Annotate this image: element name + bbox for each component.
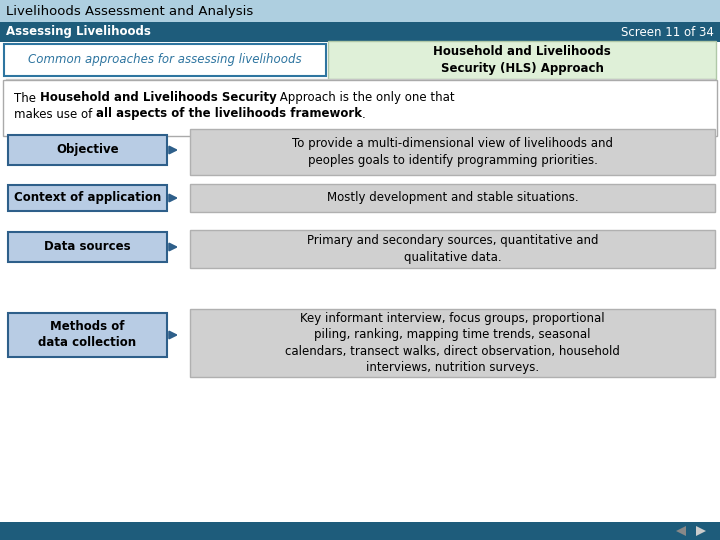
FancyBboxPatch shape xyxy=(190,129,715,175)
Text: Methods of
data collection: Methods of data collection xyxy=(38,321,137,349)
Text: Common approaches for assessing livelihoods: Common approaches for assessing liveliho… xyxy=(28,53,302,66)
Text: Screen 11 of 34: Screen 11 of 34 xyxy=(621,25,714,38)
FancyBboxPatch shape xyxy=(8,232,167,262)
Text: Objective: Objective xyxy=(56,144,119,157)
FancyBboxPatch shape xyxy=(8,313,167,357)
FancyBboxPatch shape xyxy=(190,230,715,268)
Text: Household and Livelihoods Security: Household and Livelihoods Security xyxy=(40,91,276,105)
FancyBboxPatch shape xyxy=(8,135,167,165)
Polygon shape xyxy=(676,526,686,536)
Text: Mostly development and stable situations.: Mostly development and stable situations… xyxy=(327,192,578,205)
Text: Livelihoods Assessment and Analysis: Livelihoods Assessment and Analysis xyxy=(6,4,253,17)
Text: Key informant interview, focus groups, proportional
piling, ranking, mapping tim: Key informant interview, focus groups, p… xyxy=(285,312,620,374)
Text: Approach is the only one that: Approach is the only one that xyxy=(276,91,455,105)
FancyBboxPatch shape xyxy=(8,185,167,211)
FancyBboxPatch shape xyxy=(190,309,715,377)
FancyBboxPatch shape xyxy=(190,184,715,212)
FancyBboxPatch shape xyxy=(0,522,720,540)
Text: Assessing Livelihoods: Assessing Livelihoods xyxy=(6,25,151,38)
FancyBboxPatch shape xyxy=(328,41,716,79)
Text: To provide a multi-dimensional view of livelihoods and
peoples goals to identify: To provide a multi-dimensional view of l… xyxy=(292,137,613,167)
Text: The: The xyxy=(14,91,40,105)
FancyBboxPatch shape xyxy=(0,0,720,22)
Text: Primary and secondary sources, quantitative and
qualitative data.: Primary and secondary sources, quantitat… xyxy=(307,234,598,264)
FancyBboxPatch shape xyxy=(3,80,717,136)
Text: Household and Livelihoods
Security (HLS) Approach: Household and Livelihoods Security (HLS)… xyxy=(433,45,611,75)
Polygon shape xyxy=(696,526,706,536)
Text: .: . xyxy=(362,107,366,120)
Text: all aspects of the livelihoods framework: all aspects of the livelihoods framework xyxy=(96,107,362,120)
FancyBboxPatch shape xyxy=(0,22,720,42)
FancyBboxPatch shape xyxy=(4,44,326,76)
Text: Context of application: Context of application xyxy=(14,192,161,205)
Text: Data sources: Data sources xyxy=(44,240,131,253)
Text: makes use of: makes use of xyxy=(14,107,96,120)
